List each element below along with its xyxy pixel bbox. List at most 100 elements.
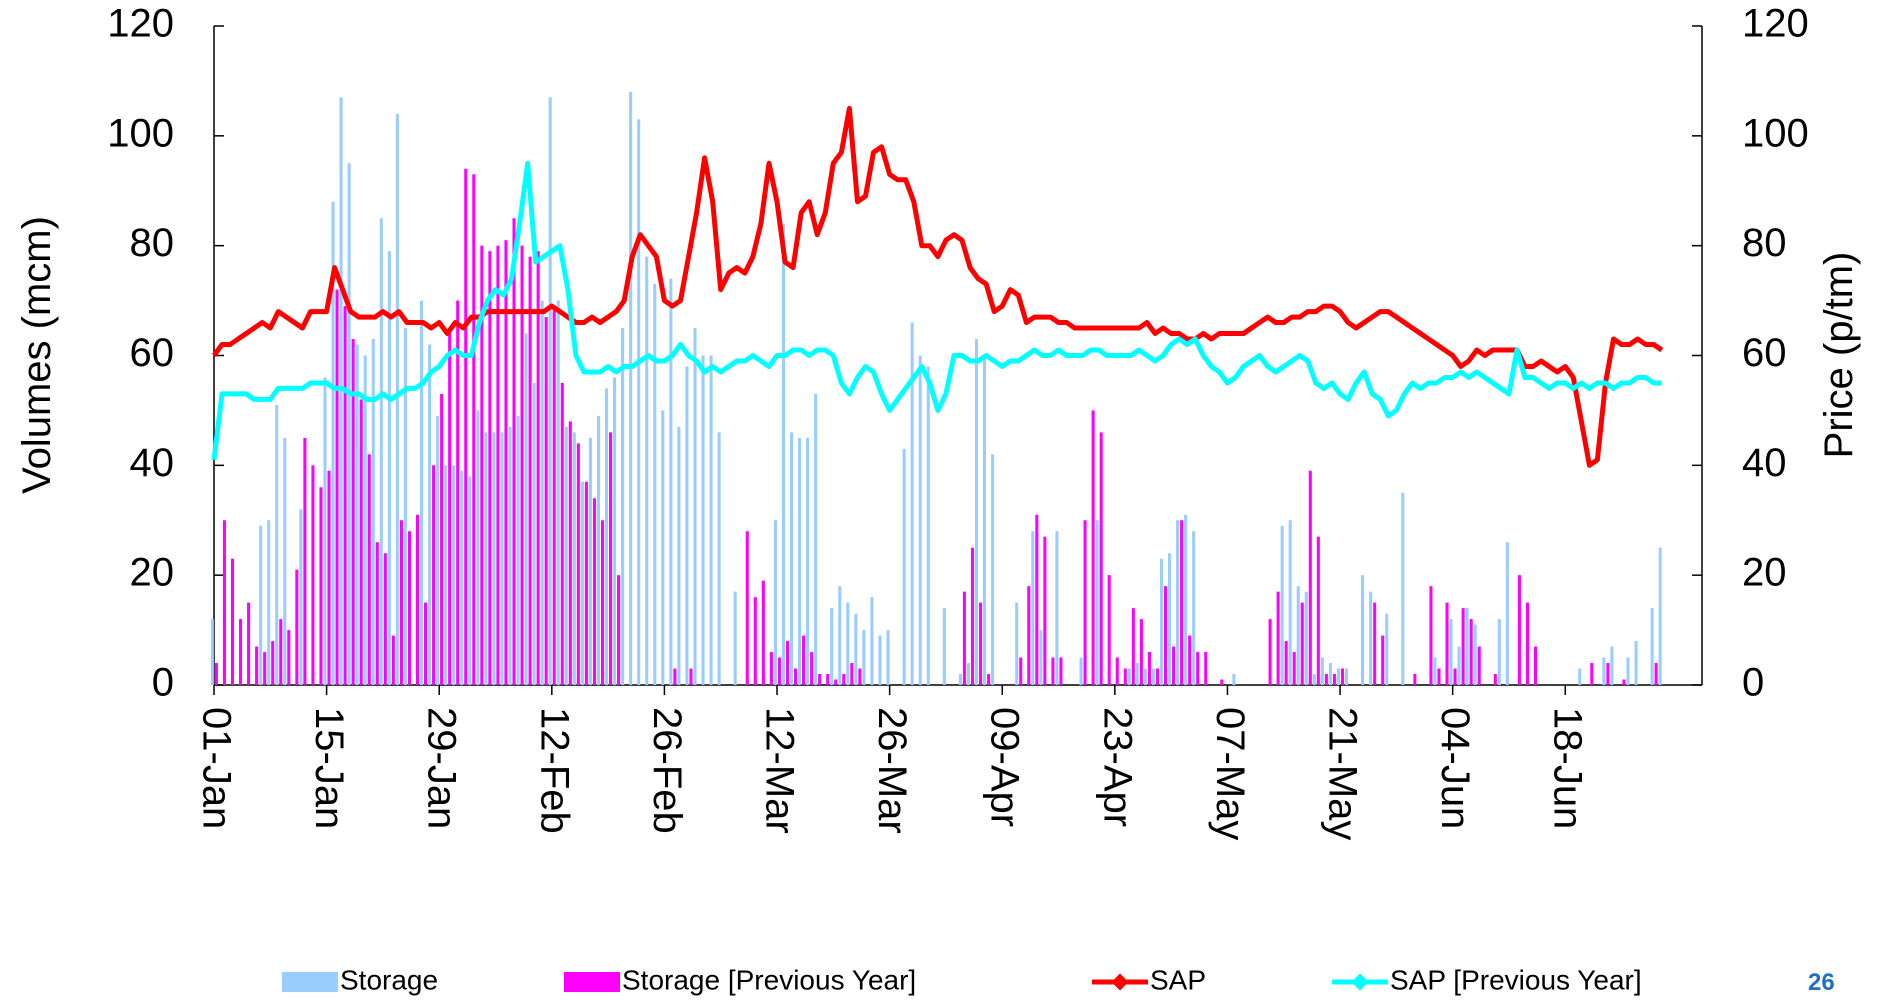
bar	[584, 481, 588, 685]
x-tick-label: 07-May	[1208, 707, 1252, 840]
bar	[263, 652, 267, 685]
bar	[1381, 635, 1385, 685]
bar	[1292, 652, 1296, 685]
bar	[1401, 492, 1405, 685]
bar	[1517, 575, 1521, 685]
bar	[436, 415, 440, 685]
bar	[802, 635, 806, 685]
bar	[1385, 613, 1389, 685]
bar	[854, 613, 858, 685]
bar	[600, 520, 605, 685]
bar	[1324, 674, 1328, 685]
bar	[339, 97, 343, 686]
bar	[1457, 646, 1461, 685]
bar	[1268, 619, 1272, 685]
bar	[355, 344, 359, 685]
bar	[962, 591, 966, 685]
bar	[580, 481, 584, 685]
bar	[629, 91, 633, 685]
bar	[472, 174, 476, 685]
bar	[1123, 668, 1127, 685]
bar	[1304, 591, 1308, 685]
bar	[613, 377, 617, 685]
bar	[327, 470, 331, 685]
bar	[846, 602, 850, 685]
bar	[303, 437, 307, 685]
bar	[247, 602, 251, 685]
bar	[1172, 646, 1176, 685]
bar	[1453, 668, 1457, 685]
bar	[1196, 652, 1200, 685]
bar	[1015, 602, 1019, 685]
bar	[1155, 668, 1160, 685]
bar	[886, 630, 890, 685]
bar	[1654, 663, 1658, 685]
bar	[343, 306, 347, 685]
bar	[500, 432, 504, 685]
bar	[1127, 668, 1131, 685]
bar	[287, 630, 291, 685]
bar	[524, 333, 528, 685]
bar	[222, 520, 226, 685]
bar	[311, 465, 315, 685]
bar	[717, 432, 721, 685]
legend-marker	[1351, 973, 1369, 991]
bar	[319, 487, 323, 685]
y2-tick-label: 100	[1742, 111, 1809, 155]
bar	[351, 339, 355, 685]
bar	[777, 657, 781, 685]
bar	[1035, 514, 1039, 685]
legend-label: SAP [Previous Year]	[1390, 964, 1642, 995]
bar	[484, 432, 488, 685]
bar	[902, 448, 906, 685]
bar	[407, 531, 411, 685]
bar	[428, 344, 432, 685]
bar	[1131, 608, 1135, 685]
bar	[645, 256, 649, 685]
bar	[335, 289, 339, 685]
legend-item: Storage	[282, 964, 438, 995]
bar	[814, 393, 818, 685]
bar	[468, 476, 472, 685]
bar	[1658, 547, 1662, 685]
bar	[1344, 668, 1349, 685]
x-tick-label: 04-Jun	[1433, 707, 1477, 829]
bar	[1634, 641, 1638, 685]
bar	[295, 569, 299, 685]
bar	[810, 652, 814, 685]
bar	[267, 520, 271, 685]
bar	[862, 630, 866, 685]
bar	[1055, 531, 1059, 685]
bar	[440, 393, 444, 685]
y2-tick-label: 40	[1742, 441, 1787, 485]
bar	[1505, 542, 1509, 685]
bar	[987, 674, 991, 685]
y2-axis-title: Price (p/tm)	[1817, 252, 1861, 459]
x-tick-label: 09-Apr	[983, 707, 1027, 827]
bar	[1477, 646, 1481, 685]
bar	[1031, 531, 1035, 685]
bar	[448, 333, 452, 685]
bar	[830, 608, 834, 685]
legend-swatch	[282, 972, 338, 992]
bar	[283, 437, 287, 685]
bar	[363, 355, 367, 685]
bar	[974, 339, 979, 685]
bar	[1280, 525, 1284, 685]
bar	[1147, 652, 1151, 685]
y-axis-title: Volumes (mcm)	[15, 216, 59, 494]
bar	[512, 218, 516, 686]
bar	[621, 328, 625, 685]
bar	[761, 580, 765, 685]
bar	[745, 531, 749, 685]
bar	[323, 377, 327, 685]
bar	[669, 278, 673, 685]
bar	[347, 163, 351, 685]
bar	[818, 674, 822, 685]
bar	[516, 415, 520, 685]
bar	[709, 355, 713, 685]
legend-label: SAP	[1150, 964, 1206, 995]
y2-tick-label: 80	[1742, 221, 1787, 265]
bar	[991, 454, 995, 685]
